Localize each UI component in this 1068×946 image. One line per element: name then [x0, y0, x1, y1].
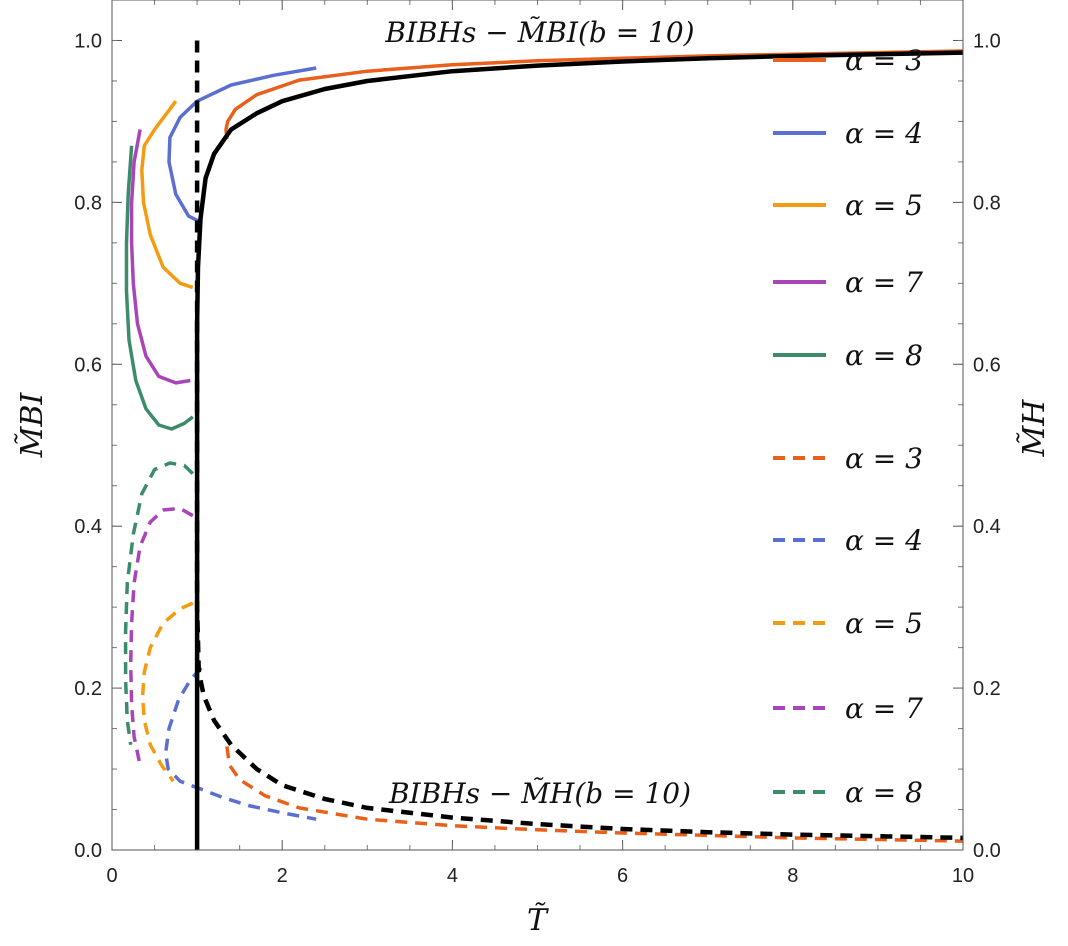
- legend-label: α = 3: [845, 442, 923, 475]
- legend-label: α = 7: [845, 266, 923, 299]
- legend-label: α = 7: [845, 692, 923, 725]
- x-axis-label: T̃: [527, 903, 549, 938]
- y2-tick-label: 1.0: [973, 30, 1001, 52]
- plot-frame: [111, 0, 964, 851]
- x-tick-label: 10: [952, 865, 974, 887]
- tick-labels: 0 2 4 6 8 10 0.0 0.0 0.2 0.2 0.4 0.4 0.6 0.6 0.8 0.8 1.0…: [74, 30, 1001, 887]
- y2-tick-label: 0.4: [973, 516, 1001, 538]
- y-tick-label: 0.4: [74, 516, 102, 538]
- y-tick-label: 0.0: [74, 840, 102, 862]
- y2-axis-label: M̃H: [1017, 399, 1052, 458]
- x-tick-label: 4: [447, 865, 458, 887]
- legend-label: α = 8: [845, 776, 923, 809]
- y2-tick-label: 0.8: [973, 192, 1001, 214]
- x-tick-label: 6: [617, 865, 628, 887]
- legend-label: α = 5: [845, 607, 923, 640]
- x-tick-label: 0: [106, 865, 117, 887]
- annotation-mbi: BIBHs − M̃BI(b = 10): [384, 16, 694, 49]
- x-tick-label: 2: [277, 865, 288, 887]
- series-line-mh-11: [194, 40, 963, 841]
- annotation-mh: BIBHs − M̃H(b = 10): [388, 777, 691, 810]
- series-line-mh-7: [140, 601, 194, 783]
- series-line-mh-6: [163, 666, 317, 821]
- legend-label: α = 5: [845, 189, 923, 222]
- series-line-mh-8: [128, 506, 194, 762]
- series-line-mbi-2: [140, 100, 194, 290]
- legend-label: α = 8: [845, 339, 923, 372]
- legend-label: α = 4: [845, 117, 923, 150]
- series-line-mbi-10: [194, 50, 963, 850]
- y-tick-label: 1.0: [74, 30, 102, 52]
- series-line-mbi-1: [167, 66, 317, 225]
- y2-tick-label: 0.2: [973, 678, 1001, 700]
- y-tick-label: 0.2: [74, 678, 102, 700]
- legend-label: α = 4: [845, 524, 923, 557]
- legend: α = 3 α = 4 α = 5 α = 7 α = 8 α = 3 α = 4 α = 5…: [773, 44, 923, 809]
- y-axis-label: M̃BI: [15, 392, 50, 459]
- series-line-mh-9: [123, 461, 195, 746]
- y-tick-label: 0.6: [74, 354, 102, 376]
- legend-label: α = 3: [845, 44, 923, 77]
- series-line-mbi-3: [129, 129, 191, 385]
- y2-tick-label: 0.6: [973, 354, 1001, 376]
- series-line-mbi-4: [124, 145, 194, 431]
- series-layer: [123, 40, 963, 850]
- y2-tick-label: 0.0: [973, 840, 1001, 862]
- x-tick-label: 8: [787, 865, 798, 887]
- y-tick-label: 0.8: [74, 192, 102, 214]
